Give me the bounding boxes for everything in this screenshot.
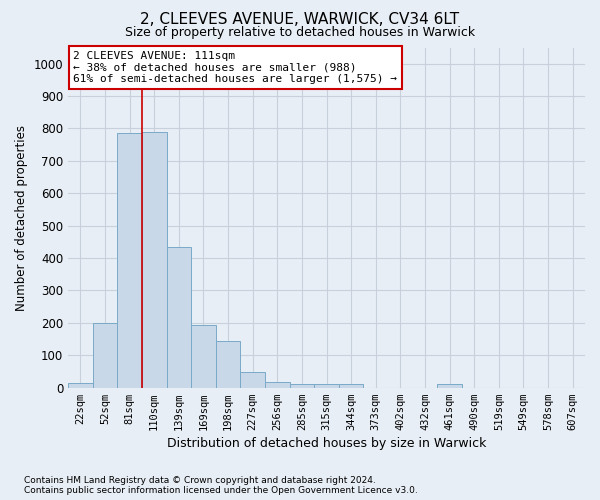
Bar bbox=[167, 247, 191, 388]
Bar bbox=[290, 384, 314, 388]
Text: Contains public sector information licensed under the Open Government Licence v3: Contains public sector information licen… bbox=[24, 486, 418, 495]
Bar bbox=[191, 325, 216, 388]
Bar bbox=[142, 132, 167, 388]
Bar bbox=[314, 384, 339, 388]
Bar bbox=[265, 382, 290, 388]
Bar bbox=[437, 384, 462, 388]
Bar bbox=[117, 134, 142, 388]
Bar bbox=[241, 372, 265, 388]
Text: 2, CLEEVES AVENUE, WARWICK, CV34 6LT: 2, CLEEVES AVENUE, WARWICK, CV34 6LT bbox=[140, 12, 460, 28]
X-axis label: Distribution of detached houses by size in Warwick: Distribution of detached houses by size … bbox=[167, 437, 486, 450]
Bar bbox=[339, 384, 364, 388]
Text: Size of property relative to detached houses in Warwick: Size of property relative to detached ho… bbox=[125, 26, 475, 39]
Bar bbox=[216, 342, 241, 388]
Y-axis label: Number of detached properties: Number of detached properties bbox=[15, 124, 28, 310]
Bar bbox=[92, 323, 117, 388]
Text: 2 CLEEVES AVENUE: 111sqm
← 38% of detached houses are smaller (988)
61% of semi-: 2 CLEEVES AVENUE: 111sqm ← 38% of detach… bbox=[73, 51, 397, 84]
Text: Contains HM Land Registry data © Crown copyright and database right 2024.: Contains HM Land Registry data © Crown c… bbox=[24, 476, 376, 485]
Bar bbox=[68, 383, 92, 388]
